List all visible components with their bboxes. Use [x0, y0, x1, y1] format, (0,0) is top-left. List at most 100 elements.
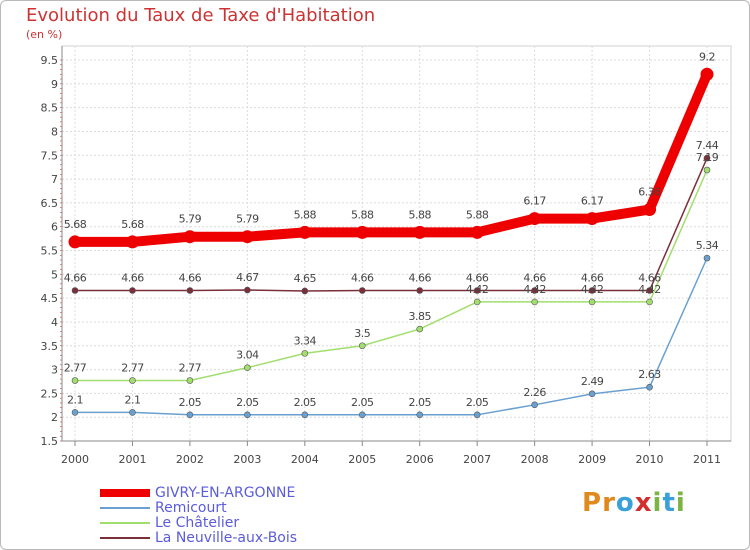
- y-tick-label: 2.5: [41, 387, 59, 400]
- data-label-remicourt: 2.49: [581, 375, 604, 388]
- data-point-le-chatelier: [588, 298, 596, 306]
- legend-swatch-la-neuville: [100, 537, 150, 539]
- data-point-givry: [240, 230, 254, 244]
- proxiti-logo: Proxiti: [582, 488, 686, 518]
- x-tick-label: 2005: [348, 453, 376, 466]
- series-line-remicourt: [74, 257, 708, 416]
- data-label-la-neuville: 7.44: [696, 139, 719, 152]
- y-tick-label: 6.5: [41, 197, 59, 210]
- data-point-la-neuville: [646, 287, 653, 294]
- data-label-le-chatelier: 3.85: [408, 310, 431, 323]
- x-tick-label: 2009: [578, 453, 606, 466]
- data-label-remicourt: 2.26: [523, 386, 546, 399]
- data-point-le-chatelier: [358, 342, 366, 350]
- x-tick-label: 2002: [176, 453, 204, 466]
- data-point-remicourt: [473, 411, 481, 419]
- data-point-le-chatelier: [416, 325, 424, 333]
- data-label-la-neuville: 4.66: [64, 272, 87, 285]
- data-label-le-chatelier: 2.77: [64, 362, 87, 375]
- data-point-le-chatelier: [531, 298, 538, 306]
- data-point-remicourt: [416, 411, 424, 419]
- data-label-la-neuville: 4.66: [351, 272, 374, 285]
- data-point-le-chatelier: [473, 298, 481, 306]
- data-point-le-chatelier: [301, 350, 309, 357]
- data-point-la-neuville: [129, 287, 136, 294]
- data-point-givry: [68, 235, 82, 249]
- data-label-remicourt: 2.05: [466, 396, 489, 409]
- data-label-la-neuville: 4.65: [294, 272, 317, 285]
- series-line-le-chatelier: [74, 169, 708, 382]
- data-label-le-chatelier: 2.77: [179, 362, 202, 375]
- data-point-la-neuville: [186, 287, 194, 294]
- data-label-givry: 6.36: [638, 186, 661, 199]
- x-tick-label: 2011: [693, 453, 721, 466]
- data-label-remicourt: 2.05: [408, 396, 431, 409]
- y-tick-label: 6: [51, 221, 58, 234]
- data-point-remicourt: [358, 411, 366, 419]
- y-tick-label: 9.5: [41, 54, 59, 67]
- y-tick-label: 7.5: [41, 149, 59, 162]
- legend-item-remicourt: Remicourt: [100, 500, 227, 516]
- y-tick-label: 8: [51, 125, 58, 138]
- data-label-le-chatelier: 7.19: [696, 151, 719, 164]
- data-point-la-neuville: [588, 287, 596, 294]
- data-point-remicourt: [646, 383, 653, 391]
- series-line-givry: [70, 69, 712, 247]
- x-tick-label: 2004: [291, 453, 319, 466]
- x-tick-label: 2000: [61, 453, 89, 466]
- chart-title: Evolution du Taux de Taxe d'Habitation: [26, 5, 376, 26]
- data-label-givry: 5.88: [466, 208, 489, 221]
- data-label-la-neuville: 4.66: [179, 272, 202, 285]
- logo-letter: o: [615, 488, 635, 518]
- data-point-givry: [470, 225, 484, 239]
- data-point-la-neuville: [473, 287, 481, 294]
- legend-label-la-neuville: La Neuville-aux-Bois: [155, 530, 298, 546]
- data-point-givry: [298, 225, 312, 239]
- logo-letter: i: [652, 488, 663, 518]
- logo-letter: P: [582, 488, 603, 518]
- data-point-givry: [355, 225, 369, 239]
- data-label-le-chatelier: 3.04: [236, 349, 259, 362]
- data-point-remicourt: [531, 401, 538, 409]
- legend-item-givry: GIVRY-EN-ARGONNE: [100, 485, 295, 501]
- data-label-la-neuville: 4.66: [121, 272, 144, 285]
- data-point-givry: [183, 230, 197, 244]
- data-point-le-chatelier: [244, 364, 251, 371]
- data-label-givry: 5.88: [294, 208, 317, 221]
- data-label-la-neuville: 4.67: [236, 271, 259, 284]
- data-point-le-chatelier: [186, 377, 194, 384]
- x-tick-label: 2010: [636, 453, 664, 466]
- data-point-remicourt: [129, 409, 136, 416]
- data-point-la-neuville: [703, 154, 711, 162]
- y-tick-label: 1.5: [41, 435, 59, 448]
- data-point-remicourt: [186, 411, 194, 419]
- x-tick-label: 2007: [463, 453, 491, 466]
- data-label-le-chatelier: 3.5: [354, 327, 370, 340]
- legend-label-le-chatelier: Le Châtelier: [155, 515, 240, 531]
- data-point-la-neuville: [531, 287, 538, 294]
- data-point-la-neuville: [416, 287, 424, 294]
- data-label-la-neuville: 4.66: [408, 272, 431, 285]
- data-label-remicourt: 5.34: [696, 239, 719, 252]
- data-label-le-chatelier: 4.42: [466, 283, 489, 296]
- data-label-remicourt: 2.05: [294, 396, 317, 409]
- data-point-givry: [643, 203, 657, 217]
- legend-label-givry: GIVRY-EN-ARGONNE: [155, 485, 296, 501]
- y-tick-label: 8.5: [41, 102, 59, 115]
- x-tick-label: 2001: [118, 453, 146, 466]
- data-label-givry: 5.88: [408, 208, 431, 221]
- data-point-remicourt: [71, 409, 79, 416]
- data-point-le-chatelier: [703, 166, 711, 174]
- y-tick-label: 5: [51, 268, 58, 281]
- data-label-givry: 6.17: [523, 195, 546, 208]
- data-point-la-neuville: [71, 287, 79, 294]
- data-point-remicourt: [703, 254, 711, 262]
- x-tick-label: 2006: [406, 453, 434, 466]
- data-label-remicourt: 2.1: [67, 393, 83, 406]
- y-axis-unit: (en %): [26, 28, 63, 41]
- x-tick-label: 2003: [233, 453, 261, 466]
- data-label-givry: 5.68: [64, 218, 87, 231]
- legend-item-le-chatelier: Le Châtelier: [100, 515, 239, 531]
- data-point-le-chatelier: [71, 377, 79, 384]
